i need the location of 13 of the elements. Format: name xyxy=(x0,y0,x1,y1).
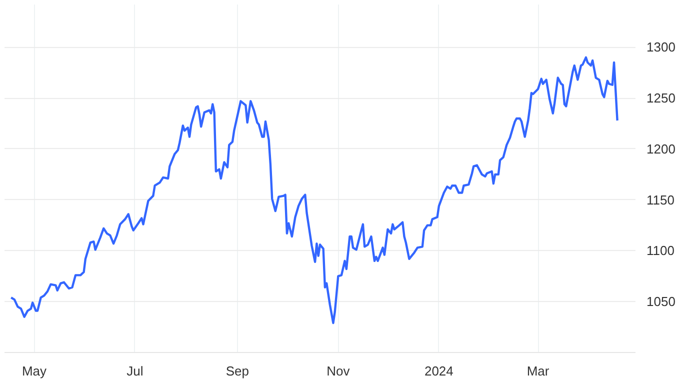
x-tick-label: Mar xyxy=(526,364,550,378)
y-tick-label: 1300 xyxy=(646,40,676,55)
line-series xyxy=(10,56,618,324)
y-tick-label: 1150 xyxy=(646,192,674,208)
y-tick-label: 1100 xyxy=(646,243,674,258)
x-tick-label: 2024 xyxy=(424,364,454,378)
x-tick-label: Nov xyxy=(326,364,350,378)
y-tick-label: 1250 xyxy=(646,90,676,106)
x-tick-label: Sep xyxy=(226,364,249,378)
y-tick-label: 1200 xyxy=(646,141,676,156)
x-tick-label: May xyxy=(22,364,48,378)
x-tick-label: Jul xyxy=(126,364,144,378)
y-tick-label: 1050 xyxy=(646,294,676,310)
